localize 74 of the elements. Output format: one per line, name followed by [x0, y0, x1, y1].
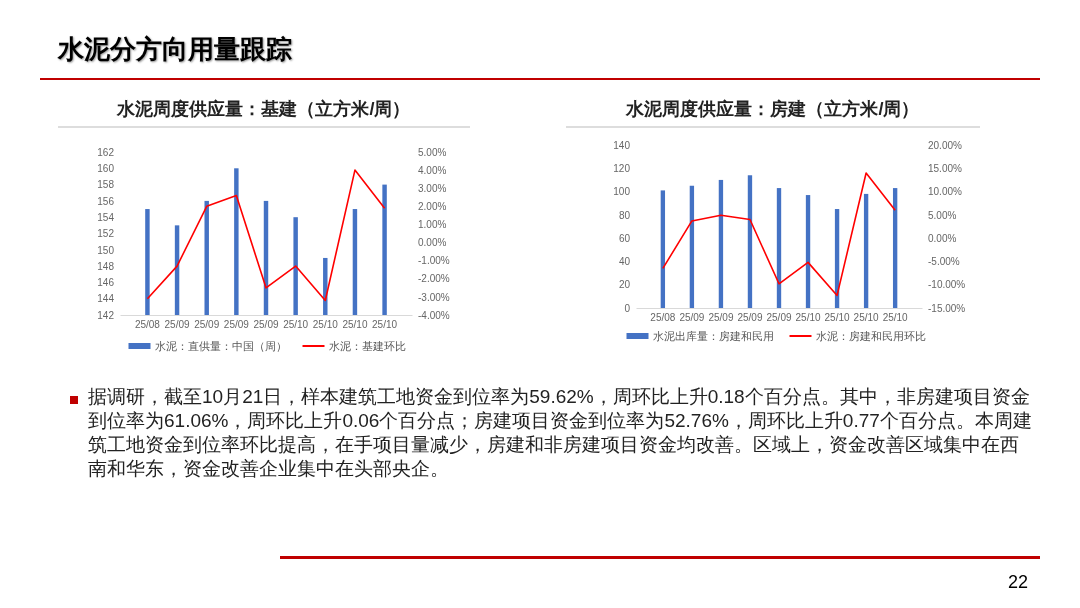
y2-tick-label: -15.00% — [928, 302, 966, 314]
chart-title: 水泥周度供应量：基建（立方米/周） — [116, 99, 411, 119]
y-tick-label: 100 — [613, 186, 631, 198]
y2-tick-label: 0.00% — [928, 232, 957, 244]
y-tick-label: 146 — [97, 277, 115, 289]
x-tick-label: 25/09 — [253, 319, 279, 331]
y-tick-label: 154 — [97, 211, 115, 223]
text: 水泥分方向用量跟踪 — [58, 33, 292, 66]
x-tick-label: 25/09 — [737, 312, 763, 324]
x-tick-label: 25/08 — [650, 312, 676, 324]
x-tick-label: 25/08 — [134, 319, 161, 331]
y-tick-label: 80 — [618, 209, 631, 221]
text: 22 — [1007, 572, 1028, 593]
y-tick-label: 160 — [97, 163, 115, 174]
bar — [660, 190, 666, 308]
x-tick-label: 25/10 — [882, 312, 909, 324]
legend-label: 水泥出库量：房建和民用 — [652, 330, 774, 342]
y-tick-label: 162 — [97, 146, 115, 158]
y2-tick-label: 5.00% — [928, 209, 957, 221]
bar — [689, 185, 695, 308]
x-tick-label: 25/09 — [766, 312, 792, 324]
y2-tick-label: 10.00% — [928, 186, 963, 198]
x-tick-label: 25/09 — [708, 312, 734, 324]
y2-tick-label: 2.00% — [418, 201, 447, 213]
x-tick-label: 25/10 — [795, 312, 821, 324]
y-tick-label: 120 — [613, 162, 631, 174]
y-tick-label: 158 — [97, 179, 115, 191]
y2-tick-label: 15.00% — [928, 162, 963, 174]
y-tick-label: 20 — [618, 279, 631, 291]
y-tick-label: 148 — [97, 260, 115, 272]
y-tick-label: 144 — [97, 293, 115, 305]
legend-label: 水泥：直供量：中国（周） — [154, 340, 287, 352]
y-tick-label: 156 — [97, 195, 115, 207]
chart-title: 水泥周度供应量：房建（立方米/周） — [625, 99, 920, 119]
y2-tick-label: -5.00% — [928, 256, 960, 268]
line-series — [146, 169, 386, 302]
bar — [892, 188, 898, 308]
x-tick-label: 25/10 — [342, 319, 368, 331]
x-tick-label: 25/10 — [372, 319, 398, 331]
y-tick-label: 140 — [613, 139, 631, 151]
legend-label: 水泥：基建环比 — [328, 340, 406, 352]
y2-tick-label: -4.00% — [418, 309, 450, 321]
y2-tick-label: 20.00% — [928, 139, 963, 151]
y2-tick-label: 1.00% — [418, 219, 447, 231]
bar — [805, 195, 811, 308]
bar — [776, 188, 782, 308]
y-tick-label: 150 — [97, 244, 115, 256]
y-tick-label: 142 — [97, 309, 115, 321]
y-tick-label: 152 — [97, 228, 115, 240]
y-tick-label: 0 — [624, 302, 631, 314]
y2-tick-label: -1.00% — [418, 255, 450, 267]
y2-tick-label: -3.00% — [418, 291, 450, 303]
x-tick-label: 25/10 — [312, 319, 339, 331]
bar — [747, 175, 753, 308]
line-series — [662, 172, 896, 297]
x-tick-label: 25/09 — [223, 319, 250, 331]
legend-label: 水泥：房建和民用环比 — [815, 330, 926, 342]
y2-tick-label: -10.00% — [928, 279, 966, 291]
y-tick-label: 40 — [618, 256, 631, 268]
x-tick-label: 25/09 — [164, 319, 191, 331]
y2-tick-label: 4.00% — [418, 164, 447, 176]
y2-tick-label: 0.00% — [418, 237, 447, 249]
x-tick-label: 25/09 — [194, 319, 220, 331]
bar — [718, 179, 724, 308]
x-tick-label: 25/10 — [853, 312, 880, 324]
y2-tick-label: -2.00% — [418, 273, 450, 285]
y2-tick-label: 3.00% — [418, 182, 447, 194]
y-tick-label: 60 — [618, 232, 631, 244]
bar — [863, 193, 869, 308]
y2-tick-label: 5.00% — [418, 146, 447, 158]
x-tick-label: 25/10 — [283, 319, 309, 331]
x-tick-label: 25/09 — [679, 312, 705, 324]
text: 据调研，截至10月21日，样本建筑工地资金到位率为59.62%，周环比上升0.18个百分点。其中，非房建项目资金到位率为61.06%，周环比上升0.06个百分点；房建项目资金到位率为52.76%，周环比上升0.77个百分点。本周建筑工地资金到位率环比提高，在手项目量减少，房建和非房建项目资金均改善。区域上，资金改善区域集中在西南和华东，资金改善企业集中在头部央企。 — [88, 385, 1033, 481]
x-tick-label: 25/10 — [824, 312, 851, 324]
